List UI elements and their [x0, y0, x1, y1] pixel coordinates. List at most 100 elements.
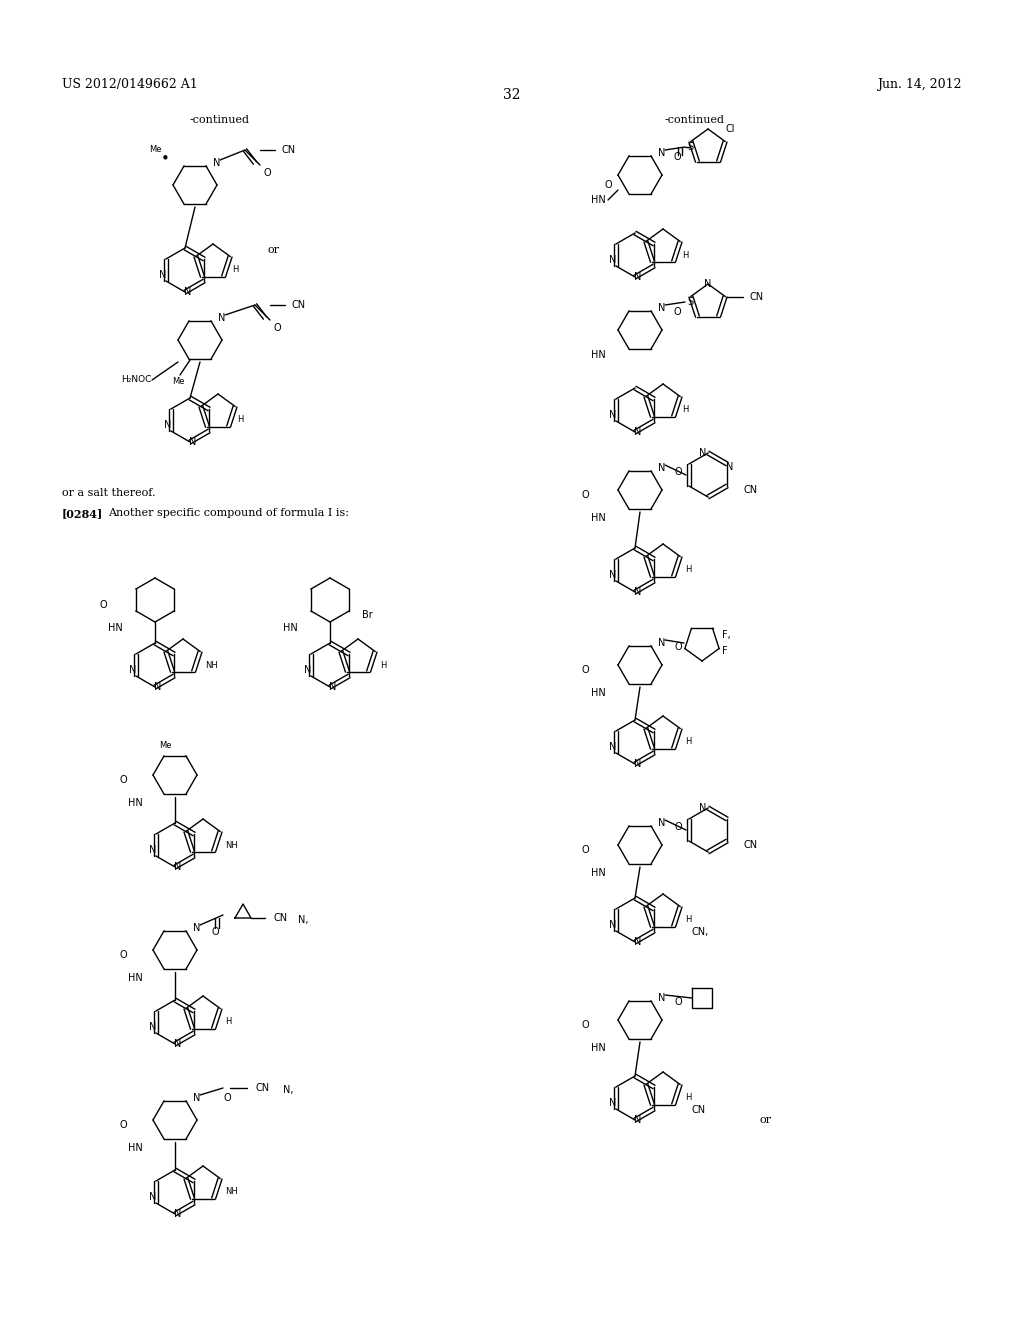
Text: N: N [634, 759, 642, 770]
Text: H: H [225, 1018, 231, 1027]
Text: CN: CN [282, 145, 296, 154]
Text: HN: HN [108, 623, 123, 634]
Text: HN: HN [591, 513, 605, 523]
Text: N: N [155, 682, 162, 692]
Text: CN: CN [750, 292, 764, 302]
Text: N: N [304, 665, 311, 675]
Text: N: N [705, 279, 712, 289]
Text: H: H [685, 916, 691, 924]
Text: O: O [263, 168, 270, 178]
Text: N: N [609, 255, 616, 265]
Text: CN: CN [255, 1082, 269, 1093]
Text: N: N [634, 426, 642, 437]
Text: N: N [658, 638, 666, 648]
Text: N: N [164, 420, 172, 430]
Text: CN: CN [743, 484, 757, 495]
Text: -continued: -continued [665, 115, 725, 125]
Text: N: N [609, 742, 616, 752]
Text: S: S [687, 297, 693, 308]
Text: O: O [674, 467, 682, 477]
Text: N: N [174, 1209, 181, 1218]
Text: CN: CN [691, 1105, 706, 1115]
Text: O: O [674, 997, 682, 1007]
Text: CN: CN [292, 300, 306, 310]
Text: HN: HN [591, 869, 605, 878]
Text: ●: ● [163, 154, 167, 160]
Text: O: O [119, 775, 127, 785]
Text: NH: NH [205, 660, 218, 669]
Text: HN: HN [591, 195, 605, 205]
Text: H: H [380, 660, 386, 669]
Text: NH: NH [225, 1188, 238, 1196]
Text: N: N [658, 818, 666, 828]
Text: N: N [634, 1115, 642, 1125]
Text: CN: CN [273, 913, 287, 923]
Text: or a salt thereof.: or a salt thereof. [62, 488, 156, 498]
Text: N: N [699, 803, 707, 813]
Text: N: N [184, 286, 191, 297]
Text: N: N [129, 665, 136, 675]
Text: N: N [658, 993, 666, 1003]
Text: F,: F, [722, 630, 731, 640]
Text: H: H [682, 251, 688, 260]
Text: N: N [174, 862, 181, 873]
Text: O: O [674, 822, 682, 832]
Text: O: O [582, 845, 589, 855]
Text: S: S [687, 143, 693, 152]
Text: Me: Me [159, 741, 171, 750]
Text: HN: HN [128, 799, 142, 808]
Text: Me: Me [172, 378, 184, 387]
Text: H₂NOC: H₂NOC [122, 375, 152, 384]
Text: N: N [609, 1098, 616, 1107]
Text: N: N [330, 682, 337, 692]
Text: Br: Br [362, 610, 373, 620]
Text: N: N [194, 923, 201, 933]
Text: [0284]: [0284] [62, 508, 103, 519]
Text: O: O [99, 601, 106, 610]
Text: HN: HN [128, 1143, 142, 1152]
Text: or: or [268, 246, 280, 255]
Text: N: N [634, 272, 642, 282]
Text: N: N [699, 447, 707, 458]
Text: N: N [194, 1093, 201, 1104]
Text: N: N [213, 158, 221, 168]
Text: CN: CN [743, 840, 757, 850]
Text: H: H [685, 565, 691, 574]
Text: N: N [634, 587, 642, 597]
Text: N: N [150, 1022, 157, 1032]
Text: N,: N, [283, 1085, 294, 1096]
Text: 32: 32 [503, 88, 521, 102]
Text: H: H [685, 738, 691, 747]
Text: N: N [160, 271, 167, 280]
Text: O: O [604, 180, 611, 190]
Text: N: N [658, 148, 666, 158]
Text: NH: NH [225, 841, 238, 850]
Text: N: N [150, 845, 157, 855]
Text: N: N [609, 920, 616, 931]
Text: N: N [658, 463, 666, 473]
Text: O: O [673, 308, 681, 317]
Text: N: N [174, 1039, 181, 1049]
Text: N: N [189, 437, 197, 447]
Text: H: H [237, 416, 243, 425]
Text: H: H [685, 1093, 691, 1102]
Text: O: O [211, 927, 219, 937]
Text: HN: HN [591, 688, 605, 698]
Text: or: or [760, 1115, 772, 1125]
Text: H: H [231, 265, 239, 275]
Text: US 2012/0149662 A1: US 2012/0149662 A1 [62, 78, 198, 91]
Text: Jun. 14, 2012: Jun. 14, 2012 [878, 78, 962, 91]
Text: O: O [223, 1093, 230, 1104]
Text: N: N [150, 1192, 157, 1203]
Text: N: N [658, 304, 666, 313]
Text: HN: HN [591, 350, 605, 360]
Text: Cl: Cl [726, 124, 735, 135]
Text: H: H [682, 405, 688, 414]
Text: O: O [582, 1020, 589, 1030]
Text: O: O [119, 1119, 127, 1130]
Text: N: N [218, 313, 225, 323]
Text: Me: Me [148, 145, 161, 154]
Text: Another specific compound of formula I is:: Another specific compound of formula I i… [108, 508, 349, 517]
Text: HN: HN [591, 1043, 605, 1053]
Text: N: N [609, 411, 616, 420]
